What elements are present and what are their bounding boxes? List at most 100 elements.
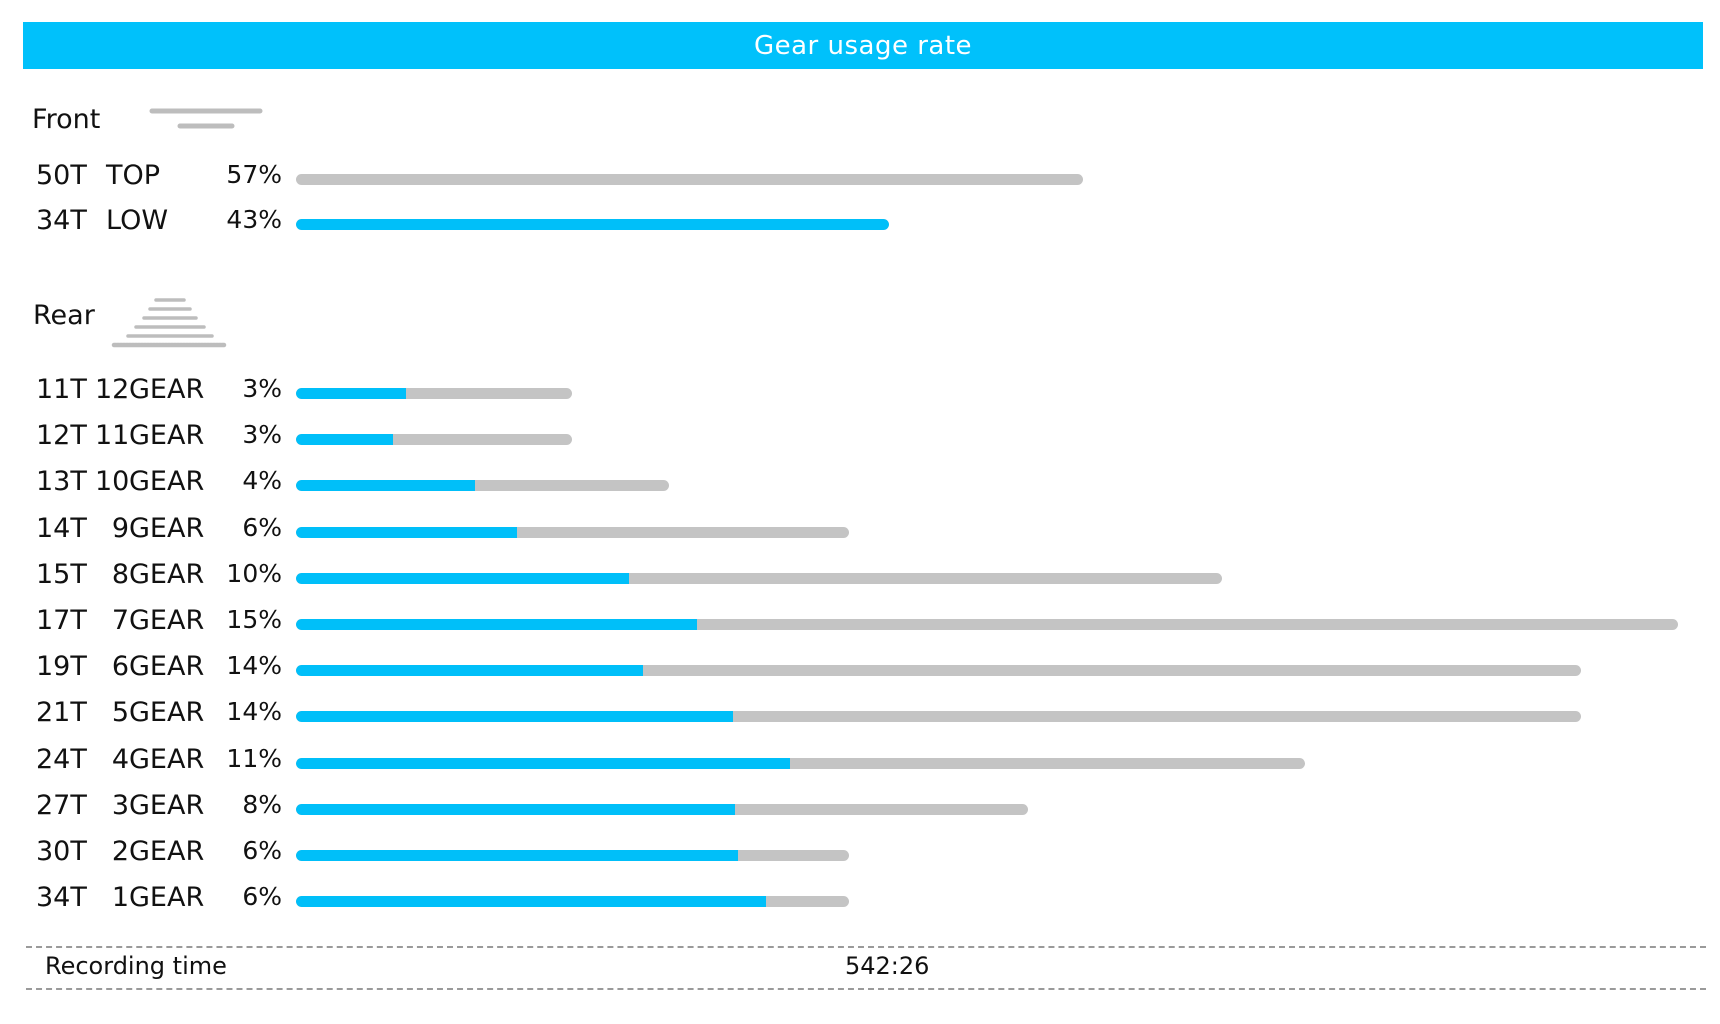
rear-cassette-icon (111, 298, 227, 348)
rear-teeth-label: 11T (36, 374, 87, 405)
rear-percent-label: 14% (226, 697, 282, 727)
rear-gear-label: 9GEAR (95, 513, 204, 544)
rear-percent-label: 11% (226, 743, 282, 773)
rear-percent-label: 3% (242, 374, 282, 403)
rear-teeth-label: 17T (36, 605, 87, 636)
rear-usage-fill (296, 480, 476, 492)
rear-usage-bar (296, 480, 669, 492)
rear-percent-label: 15% (226, 605, 282, 634)
rear-usage-fill (296, 434, 393, 446)
rear-gear-label: 8GEAR (95, 559, 204, 590)
rear-gear-number: 9 (111, 512, 129, 544)
front-usage-bar (296, 174, 1083, 185)
front-percent-label: 43% (226, 205, 282, 234)
rear-gear-number: 12 (95, 374, 130, 405)
rear-percent-label: 6% (242, 512, 282, 542)
rear-teeth-label: 24T (36, 743, 87, 775)
rear-usage-bar (296, 665, 1581, 677)
rear-usage-fill (296, 757, 791, 769)
rear-gear-row: 17T 7GEAR 15% (0, 605, 1720, 645)
rear-gear-row: 13T 10GEAR 4% (0, 466, 1720, 506)
rear-usage-bar (296, 434, 572, 446)
rear-gear-word: GEAR (129, 882, 205, 914)
rear-gear-row: 19T 6GEAR 14% (0, 651, 1720, 691)
rear-gear-number: 8 (111, 558, 129, 590)
chart-title-bar: Gear usage rate (23, 22, 1703, 69)
rear-gear-row: 11T 12GEAR 3% (0, 374, 1720, 414)
rear-percent-label: 6% (242, 882, 282, 912)
rear-gear-word: GEAR (129, 512, 205, 544)
rear-gear-row: 30T 2GEAR 6% (0, 836, 1720, 876)
footer-divider-top (26, 946, 1706, 948)
rear-usage-fill (296, 572, 630, 584)
rear-gear-number: 6 (111, 651, 129, 683)
rear-usage-bar (296, 896, 849, 908)
rear-gear-word: GEAR (129, 651, 205, 683)
rear-usage-fill (296, 619, 697, 630)
front-gear-row: 34T LOW 43% (0, 205, 1720, 245)
rear-usage-bar (296, 619, 1678, 630)
front-section-label: Front (32, 104, 101, 135)
rear-usage-bar (296, 711, 1581, 723)
rear-teeth-label: 34T (36, 882, 87, 914)
rear-usage-bar (296, 757, 1305, 769)
rear-percent-label: 8% (242, 789, 282, 819)
rear-teeth-label: 13T (36, 466, 87, 498)
rear-gear-number: 7 (111, 605, 129, 636)
rear-usage-bar (296, 526, 849, 538)
rear-teeth-label: 30T (36, 836, 87, 867)
rear-usage-bar (296, 803, 1028, 815)
rear-gear-label: 4GEAR (95, 744, 204, 775)
rear-usage-bar (296, 850, 849, 861)
rear-gear-row: 12T 11GEAR 3% (0, 420, 1720, 460)
rear-gear-word: GEAR (129, 836, 205, 867)
rear-teeth-label: 27T (36, 789, 87, 821)
footer-divider-bottom (26, 988, 1706, 990)
front-gear-row: 50T TOP 57% (0, 160, 1720, 200)
rear-section-label: Rear (33, 300, 95, 331)
rear-gear-number: 2 (111, 836, 129, 867)
rear-gear-row: 15T 8GEAR 10% (0, 559, 1720, 599)
rear-usage-fill (296, 803, 736, 815)
rear-teeth-label: 14T (36, 512, 87, 544)
front-teeth-label: 34T (36, 205, 87, 236)
front-gear-label: LOW (106, 205, 169, 236)
rear-gear-number: 3 (111, 789, 129, 821)
rear-gear-word: GEAR (129, 374, 205, 405)
rear-percent-label: 14% (226, 651, 282, 681)
rear-gear-word: GEAR (129, 697, 205, 729)
rear-gear-row: 14T 9GEAR 6% (0, 513, 1720, 553)
rear-gear-label: 7GEAR (95, 605, 204, 636)
rear-gear-word: GEAR (129, 743, 205, 775)
rear-gear-word: GEAR (129, 605, 205, 636)
rear-gear-label: 3GEAR (95, 790, 204, 821)
rear-percent-label: 10% (226, 558, 282, 588)
rear-gear-number: 1 (111, 882, 129, 914)
rear-usage-fill (296, 896, 767, 908)
rear-teeth-label: 12T (36, 420, 87, 452)
front-gear-label: TOP (106, 160, 161, 191)
rear-gear-word: GEAR (129, 420, 205, 452)
rear-usage-fill (296, 388, 407, 399)
front-usage-bar (296, 219, 889, 230)
rear-gear-label: 5GEAR (95, 697, 204, 728)
rear-percent-label: 3% (242, 420, 282, 450)
rear-usage-fill (296, 850, 739, 861)
rear-gear-row: 24T 4GEAR 11% (0, 744, 1720, 784)
front-usage-fill (296, 219, 889, 230)
rear-gear-word: GEAR (129, 466, 205, 498)
front-percent-label: 57% (226, 160, 282, 189)
rear-gear-row: 34T 1GEAR 6% (0, 882, 1720, 922)
rear-teeth-label: 19T (36, 651, 87, 683)
rear-gear-number: 5 (111, 697, 129, 729)
rear-percent-label: 4% (242, 466, 282, 496)
rear-gear-row: 21T 5GEAR 14% (0, 697, 1720, 737)
rear-gear-number: 11 (95, 420, 130, 452)
rear-gear-label: 6GEAR (95, 651, 204, 682)
rear-gear-row: 27T 3GEAR 8% (0, 790, 1720, 830)
rear-usage-bar (296, 388, 572, 399)
rear-percent-label: 6% (242, 836, 282, 865)
rear-gear-word: GEAR (129, 789, 205, 821)
rear-usage-fill (296, 665, 643, 677)
rear-gear-label: 12GEAR (95, 374, 204, 405)
